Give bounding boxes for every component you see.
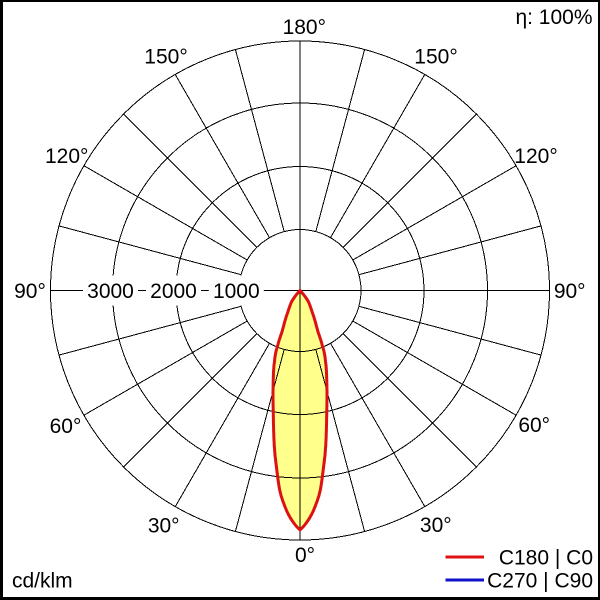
svg-text:30°: 30°: [148, 514, 180, 537]
svg-text:C270 | C90: C270 | C90: [487, 569, 593, 592]
svg-text:90°: 90°: [14, 280, 46, 303]
svg-text:C180 | C0: C180 | C0: [499, 547, 593, 570]
svg-text:3000: 3000: [87, 280, 134, 303]
svg-text:150°: 150°: [414, 46, 457, 69]
svg-text:120°: 120°: [45, 145, 88, 168]
svg-text:90°: 90°: [554, 280, 586, 303]
svg-text:180°: 180°: [283, 16, 326, 39]
svg-text:60°: 60°: [518, 414, 550, 437]
svg-text:0°: 0°: [295, 544, 315, 567]
svg-text:30°: 30°: [420, 514, 452, 537]
svg-text:60°: 60°: [50, 415, 82, 438]
svg-text:150°: 150°: [144, 46, 187, 69]
svg-text:2000: 2000: [150, 280, 197, 303]
svg-text:η: 100%: η: 100%: [515, 6, 592, 29]
svg-text:cd/klm: cd/klm: [12, 570, 73, 593]
svg-text:1000: 1000: [213, 280, 260, 303]
svg-text:120°: 120°: [514, 145, 557, 168]
